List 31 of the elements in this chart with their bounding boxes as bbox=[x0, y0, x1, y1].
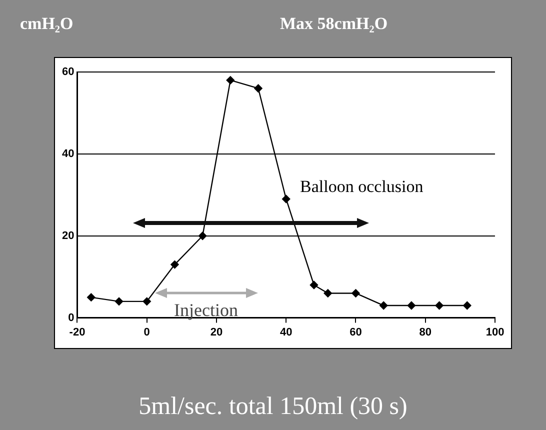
point bbox=[407, 301, 416, 310]
x-tick-label: 20 bbox=[210, 326, 223, 338]
x-tick-label: 100 bbox=[486, 326, 504, 338]
annotation: Injection bbox=[174, 300, 238, 321]
y-tick-label: 20 bbox=[62, 230, 74, 242]
y-axis-title: cmH₂O bbox=[20, 14, 74, 34]
y-tick-label: 60 bbox=[62, 66, 74, 78]
point bbox=[198, 232, 207, 240]
x-tick-label: 0 bbox=[144, 326, 150, 338]
x-tick-label: 40 bbox=[280, 326, 292, 338]
point bbox=[435, 301, 444, 310]
point bbox=[114, 297, 124, 306]
point bbox=[170, 260, 179, 269]
text: Max 58cmH₂O bbox=[280, 14, 388, 34]
text: 5ml/sec. total 150ml (30 s) bbox=[138, 393, 408, 421]
point bbox=[463, 301, 472, 310]
point bbox=[254, 84, 262, 92]
annotation: Balloon occlusion bbox=[300, 177, 424, 197]
point bbox=[324, 289, 332, 298]
point bbox=[310, 280, 318, 290]
point bbox=[379, 301, 388, 310]
point bbox=[142, 297, 151, 306]
x-tick-label: -20 bbox=[69, 326, 86, 338]
point bbox=[282, 194, 290, 204]
x-tick-label: 80 bbox=[419, 326, 432, 338]
point bbox=[226, 76, 235, 84]
y-tick-label: 40 bbox=[62, 148, 74, 160]
x-tick-label: 60 bbox=[350, 326, 362, 338]
point bbox=[352, 289, 360, 298]
y-tick-label: 0 bbox=[68, 312, 74, 324]
point bbox=[87, 293, 96, 302]
